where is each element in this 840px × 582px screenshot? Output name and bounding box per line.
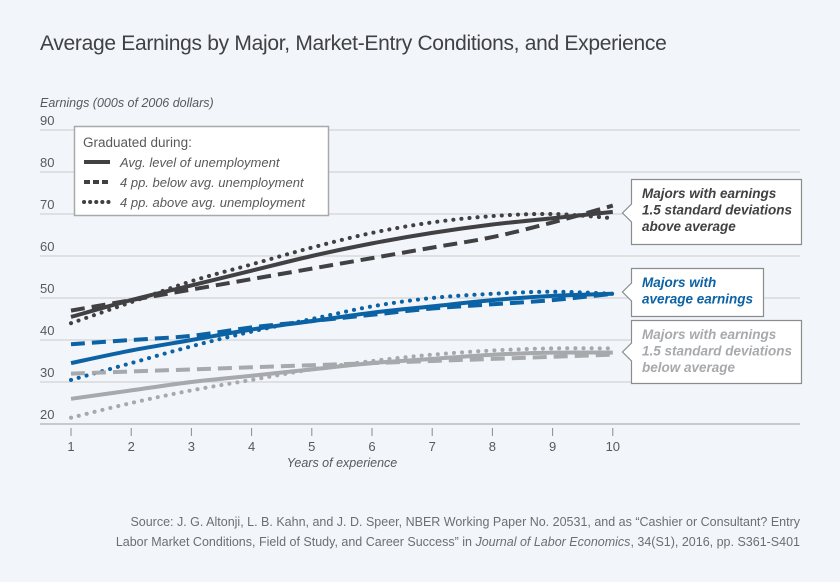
line-high-dotted [69,211,615,326]
x-tick-label: 2 [128,439,135,454]
annotation-text-low: Majors with earnings [642,327,777,342]
annotation-text-average: Majors with [642,275,716,290]
legend-label-solid: Avg. level of unemployment [119,155,281,170]
x-tick-label: 1 [67,439,74,454]
x-tick-label: 9 [549,439,556,454]
line-low-dotted [69,346,615,420]
y-tick-label: 50 [40,281,54,296]
annotation-text-high: Majors with earnings [642,186,777,201]
x-axis-label: Years of experience [287,456,398,470]
line-high-solid [70,209,614,319]
annotation-box-high [621,178,803,246]
legend-title: Graduated during: [83,135,192,150]
line-low-solid [70,350,613,401]
y-tick-label: 80 [40,155,54,170]
annotation-text-average: average earnings [642,292,754,307]
line-average-dashed [70,291,614,347]
legend-label-dotted: 4 pp. above avg. unemployment [120,195,306,210]
annotation-box-low [621,319,803,385]
x-tick-label: 4 [248,439,255,454]
annotation-text-high: 1.5 standard deviations [642,203,793,218]
source-note: Source: J. G. Altonji, L. B. Kahn, and J… [10,512,800,552]
line-average-solid [70,291,613,366]
annotation-text-low: 1.5 standard deviations [642,344,793,359]
annotation-text-high: above average [642,219,736,234]
source-line-2: Labor Market Conditions, Field of Study,… [115,535,800,549]
y-tick-label: 40 [40,323,54,338]
x-tick-label: 10 [606,439,620,454]
y-axis-label: Earnings (000s of 2006 dollars) [40,96,214,110]
chart-title: Average Earnings by Major, Market-Entry … [40,32,667,55]
legend-box [73,125,330,217]
source-line-1: Source: J. G. Altonji, L. B. Kahn, and J… [130,515,800,529]
x-tick-label: 3 [188,439,195,454]
x-tick-label: 8 [489,439,496,454]
y-tick-label: 90 [40,113,54,128]
x-tick-label: 6 [368,439,375,454]
line-low-dashed [70,352,613,376]
y-tick-label: 60 [40,239,54,254]
line-average-dotted [69,289,615,382]
y-tick-label: 30 [40,365,54,380]
line-high-dashed [70,203,614,313]
x-tick-label: 5 [308,439,315,454]
y-tick-label: 20 [40,407,54,422]
legend-label-dashed: 4 pp. below avg. unemployment [120,175,305,190]
annotation-box-average [621,267,765,318]
x-tick-label: 7 [429,439,436,454]
y-tick-label: 70 [40,197,54,212]
annotation-text-low: below average [642,360,736,375]
